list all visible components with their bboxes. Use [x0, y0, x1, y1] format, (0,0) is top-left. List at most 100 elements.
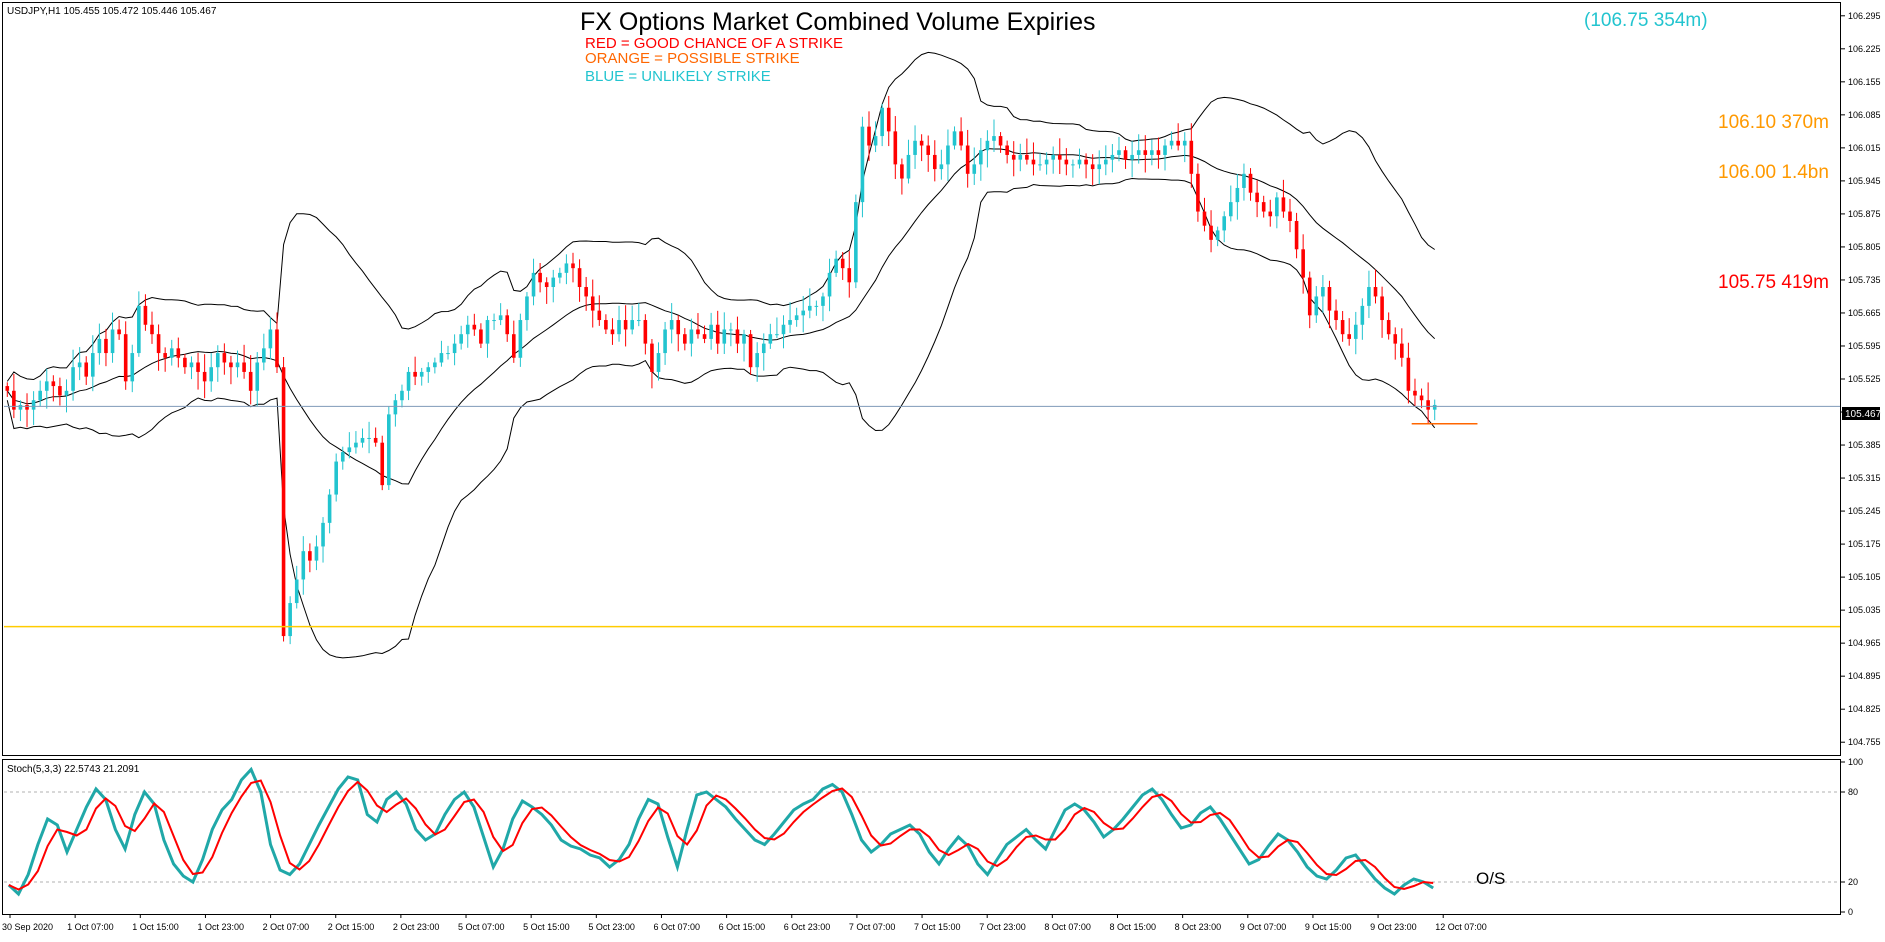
bear-candle [577, 268, 582, 288]
price-tick-label: 104.965 [1848, 638, 1881, 648]
time-tick-label: 5 Oct 15:00 [523, 922, 570, 932]
time-tick-label: 9 Oct 23:00 [1370, 922, 1417, 932]
time-tick-label: 30 Sep 2020 [2, 922, 53, 932]
bull-candle [439, 353, 444, 363]
bear-candle [643, 320, 648, 344]
price-tick-label: 105.805 [1848, 242, 1881, 252]
bear-candle [1294, 220, 1299, 250]
current-price-label: 105.467 [1845, 409, 1882, 420]
bull-candle [433, 362, 437, 368]
bear-candle [1196, 173, 1200, 212]
bear-candle [202, 371, 207, 382]
bull-candle [130, 353, 135, 382]
bear-candle [696, 329, 700, 335]
price-tick-label: 104.895 [1848, 671, 1881, 681]
bull-candle [761, 343, 766, 354]
bull-candle [64, 390, 69, 396]
time-tick-label: 12 Oct 07:00 [1435, 922, 1487, 932]
time-tick-label: 2 Oct 23:00 [393, 922, 440, 932]
bear-candle [1419, 395, 1424, 401]
bear-candle [176, 348, 181, 358]
bear-candle [1334, 310, 1338, 321]
bear-candle [590, 296, 595, 311]
bear-candle [1143, 150, 1148, 155]
bear-candle [959, 131, 963, 146]
strike-label-106-10: 106.10 370m [1718, 112, 1829, 133]
time-tick-label: 2 Oct 15:00 [328, 922, 375, 932]
stoch-signal-line [8, 779, 1434, 891]
bear-candle [25, 404, 29, 410]
time-tick-label: 8 Oct 07:00 [1044, 922, 1091, 932]
bull-candle [821, 296, 825, 306]
bear-candle [123, 334, 128, 382]
time-tick-label: 1 Oct 23:00 [197, 922, 244, 932]
bollinger-upper [6, 51, 1435, 382]
bull-candle [465, 324, 470, 335]
bull-candle [426, 367, 431, 372]
bull-candle [498, 315, 503, 321]
bull-candle [1314, 296, 1319, 316]
bear-candle [715, 324, 720, 344]
price-tick-label: 104.825 [1848, 704, 1881, 714]
bull-candle [1150, 150, 1154, 155]
price-tick-label: 105.595 [1848, 341, 1881, 351]
bull-candle [1228, 202, 1233, 217]
bear-candle [1123, 150, 1128, 160]
time-tick-label: 2 Oct 07:00 [263, 922, 310, 932]
bear-candle [1347, 334, 1351, 339]
price-tick-label: 105.875 [1848, 209, 1881, 219]
bull-candle [91, 353, 95, 377]
time-tick-label: 9 Oct 07:00 [1240, 922, 1287, 932]
bull-candle [1117, 150, 1121, 155]
bull-candle [301, 551, 306, 580]
strike-label-106-00: 106.00 1.4bn [1718, 162, 1829, 183]
bull-candle [387, 414, 391, 486]
price-tick-label: 106.015 [1848, 143, 1881, 153]
bull-candle [367, 437, 371, 439]
current-price-tag [1842, 407, 1880, 420]
bear-candle [58, 386, 62, 396]
bear-candle [683, 334, 687, 344]
bear-candle [1248, 173, 1253, 193]
bull-candle [452, 343, 457, 354]
bear-candle [1011, 154, 1016, 160]
bull-candle [551, 277, 556, 288]
bull-candle [77, 362, 82, 368]
bear-candle [104, 338, 108, 354]
bear-candle [571, 263, 575, 269]
stoch-panel-frame [2, 759, 1841, 915]
symbol-header: USDJPY,H1 105.455 105.472 105.446 105.46… [7, 6, 217, 17]
bear-candle [242, 362, 246, 372]
bull-candle [788, 320, 792, 325]
bull-candle [1353, 324, 1358, 339]
bear-candle [1209, 225, 1213, 240]
bear-candle [1064, 159, 1069, 165]
bear-candle [1393, 334, 1398, 344]
bull-candle [1222, 216, 1227, 231]
bear-candle [163, 353, 167, 358]
bull-candle [459, 334, 463, 344]
bull-candle [1275, 197, 1279, 217]
bull-candle [347, 447, 352, 453]
bull-candle [939, 164, 944, 170]
price-tick-label: 105.175 [1848, 539, 1881, 549]
bear-candle [1268, 211, 1273, 217]
bear-candle [5, 386, 10, 391]
bull-candle [1104, 159, 1108, 165]
bull-candle [1235, 187, 1240, 203]
bull-candle [630, 320, 634, 330]
bull-candle [669, 320, 674, 330]
stoch-tick-label: 100 [1848, 757, 1863, 767]
bear-candle [544, 282, 549, 288]
bull-candle [985, 140, 990, 151]
bull-candle [808, 305, 812, 311]
bull-candle [321, 522, 325, 547]
bear-candle [84, 362, 89, 377]
bull-candle [636, 320, 641, 322]
bull-candle [834, 258, 838, 273]
bull-candle [169, 348, 174, 358]
bull-candle [873, 136, 878, 146]
bear-candle [117, 329, 121, 335]
bear-candle [1301, 249, 1305, 278]
bollinger-middle [6, 148, 1436, 485]
